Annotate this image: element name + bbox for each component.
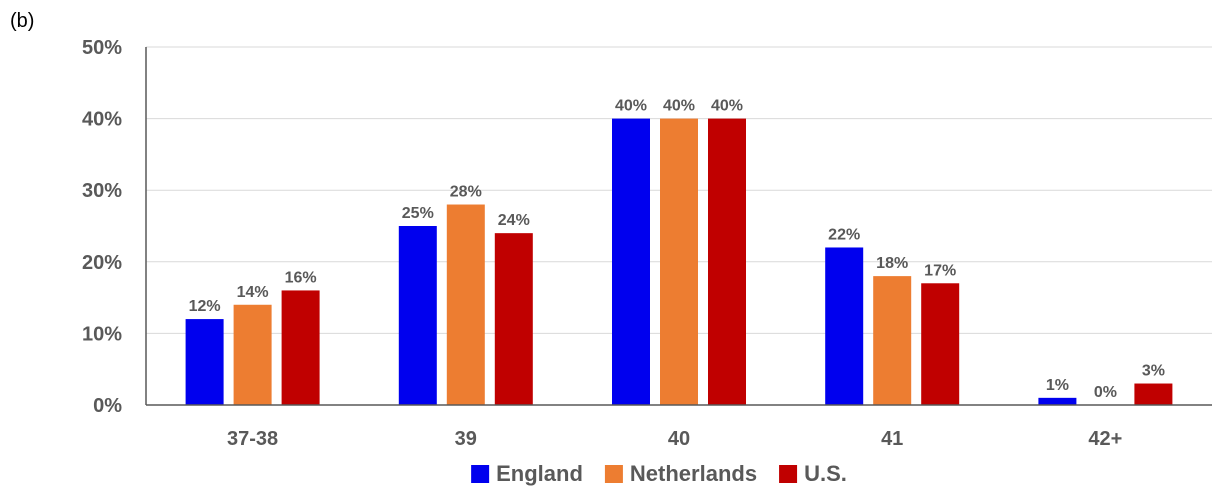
data-label: 40% [615, 98, 647, 115]
x-tick-label: 39 [455, 428, 477, 450]
data-label: 25% [402, 205, 434, 222]
x-tick-label: 42+ [1088, 428, 1122, 450]
bar-netherlands-40 [660, 118, 698, 405]
bar-england-42+ [1038, 397, 1077, 405]
legend-label: U.S. [804, 461, 847, 486]
bars [185, 118, 1173, 405]
bar-england-41 [825, 247, 864, 405]
bar-netherlands-41 [873, 276, 912, 405]
y-tick-label: 20% [82, 252, 122, 274]
data-label: 40% [663, 98, 695, 115]
legend-swatch-u-s [779, 465, 798, 483]
x-tick-label: 40 [668, 428, 690, 450]
bar-u-s-41 [921, 283, 960, 405]
bar-u-s-40 [708, 118, 746, 405]
y-tick-label: 40% [82, 109, 122, 131]
data-label: 16% [285, 269, 317, 286]
panel-label: (b) [10, 10, 34, 32]
data-labels: 12% 14% 16% 25% 28% 24% 40% 40% 40% 22% 18% 17% 1% 0%… [189, 98, 1165, 401]
y-tick-label: 50% [82, 37, 122, 59]
data-label: 3% [1142, 363, 1165, 380]
data-label: 18% [876, 255, 908, 272]
data-label: 0% [1094, 384, 1117, 401]
bar-england-39 [398, 226, 437, 405]
legend-label: Netherlands [630, 461, 757, 486]
data-label: 12% [189, 298, 221, 315]
data-label: 17% [924, 262, 956, 279]
bar-u-s-39 [494, 233, 533, 405]
data-label: 28% [450, 184, 482, 201]
bar-u-s-42+ [1134, 383, 1173, 405]
bar-netherlands-39 [446, 204, 485, 405]
y-tick-label: 10% [82, 323, 122, 345]
legend-swatch-england [471, 465, 490, 483]
data-label: 14% [237, 284, 269, 301]
x-tick-label: 37-38 [227, 428, 278, 450]
legend-swatch-netherlands [604, 465, 623, 483]
data-label: 40% [711, 98, 743, 115]
data-label: 24% [498, 212, 530, 229]
axes [145, 47, 1212, 406]
data-label: 22% [828, 226, 860, 243]
y-axis-ticks: 0% 10% 20% 30% 40% 50% [82, 37, 122, 417]
x-axis-ticks: 37-38 39 40 41 42+ [227, 428, 1122, 450]
y-tick-label: 30% [82, 180, 122, 202]
legend-label: England [496, 461, 583, 486]
x-tick-label: 41 [881, 428, 903, 450]
legend: England Netherlands U.S. [471, 461, 847, 486]
data-label: 1% [1046, 377, 1069, 394]
bar-england-40 [612, 118, 650, 405]
bar-netherlands-37-38 [233, 304, 272, 405]
y-tick-label: 0% [93, 395, 122, 417]
bar-u-s-37-38 [281, 290, 320, 405]
bar-england-37-38 [185, 319, 224, 405]
